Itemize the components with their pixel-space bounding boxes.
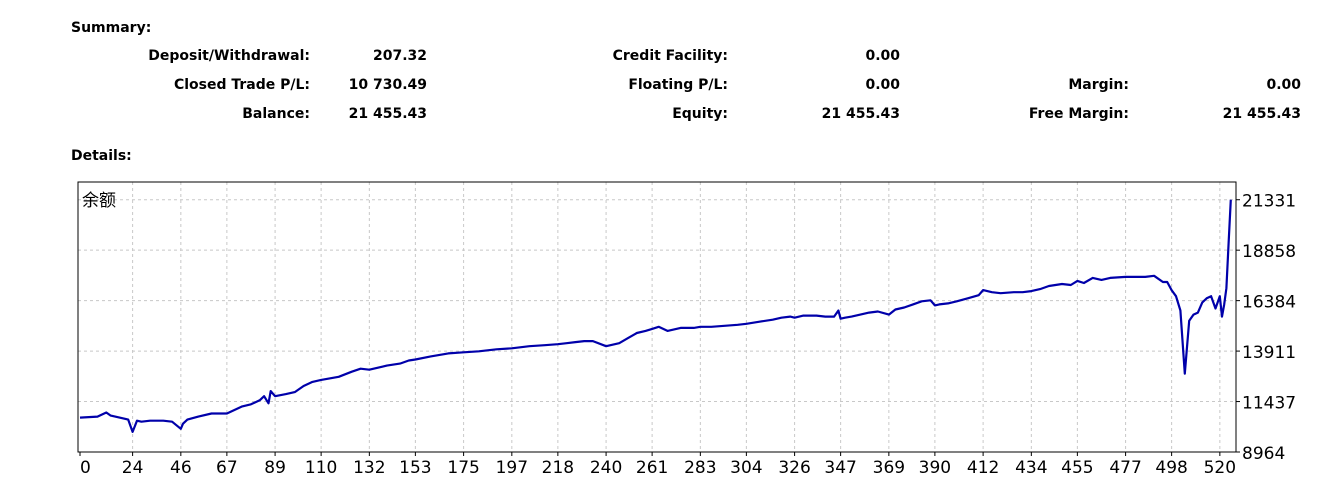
free-margin-value: 21 455.43 xyxy=(1222,106,1301,122)
y-tick-label: 16384 xyxy=(1242,293,1296,313)
x-tick-label: 46 xyxy=(170,458,192,478)
x-tick-label: 24 xyxy=(122,458,144,478)
x-tick-label: 153 xyxy=(399,458,431,478)
credit-facility-value: 0.00 xyxy=(865,48,900,64)
x-tick-label: 283 xyxy=(684,458,716,478)
deposit-withdrawal-value: 207.32 xyxy=(372,48,427,64)
x-tick-label: 390 xyxy=(919,458,951,478)
x-tick-label: 412 xyxy=(967,458,999,478)
balance-value: 21 455.43 xyxy=(348,106,427,122)
margin-value: 0.00 xyxy=(1266,77,1301,93)
x-tick-label: 304 xyxy=(730,458,762,478)
x-tick-label: 197 xyxy=(496,458,528,478)
x-tick-label: 498 xyxy=(1155,458,1187,478)
floating-pl-value: 0.00 xyxy=(865,77,900,93)
balance-label: Balance: xyxy=(242,106,310,122)
x-tick-label: 455 xyxy=(1061,458,1093,478)
margin-label: Margin: xyxy=(1068,77,1129,93)
balance-series-line xyxy=(79,199,1232,433)
y-tick-label: 11437 xyxy=(1242,394,1296,414)
details-title: Details: xyxy=(71,148,132,164)
y-tick-label: 13911 xyxy=(1242,343,1296,363)
free-margin-label: Free Margin: xyxy=(1028,106,1129,122)
summary-title: Summary: xyxy=(71,20,152,36)
y-tick-label: 21331 xyxy=(1242,192,1296,212)
floating-pl-label: Floating P/L: xyxy=(628,77,728,93)
equity-label: Equity: xyxy=(672,106,728,122)
x-tick-label: 132 xyxy=(353,458,385,478)
x-tick-label: 89 xyxy=(264,458,286,478)
equity-value: 21 455.43 xyxy=(821,106,900,122)
grid-lines xyxy=(78,182,1236,452)
y-tick-label: 8964 xyxy=(1242,444,1285,464)
x-tick-label: 326 xyxy=(778,458,810,478)
x-tick-label: 369 xyxy=(873,458,905,478)
y-axis: 8964 11437 13911 16384 18858 21331 xyxy=(1236,192,1296,464)
x-tick-label: 261 xyxy=(636,458,668,478)
y-tick-label: 18858 xyxy=(1242,242,1296,262)
x-axis: 0 24 46 67 89 110 132 153 175 197 218 240 261 283 304 3… xyxy=(79,452,1236,478)
deposit-withdrawal-label: Deposit/Withdrawal: xyxy=(148,48,310,64)
x-tick-label: 0 xyxy=(80,458,91,478)
credit-facility-label: Credit Facility: xyxy=(612,48,728,64)
x-tick-label: 477 xyxy=(1109,458,1141,478)
x-tick-label: 67 xyxy=(216,458,238,478)
x-tick-label: 240 xyxy=(590,458,622,478)
x-tick-label: 218 xyxy=(542,458,574,478)
closed-trade-pl-label: Closed Trade P/L: xyxy=(173,77,310,93)
closed-trade-pl-value: 10 730.49 xyxy=(348,77,427,93)
x-tick-label: 520 xyxy=(1204,458,1236,478)
x-tick-label: 175 xyxy=(447,458,479,478)
x-tick-label: 110 xyxy=(305,458,337,478)
x-tick-label: 347 xyxy=(824,458,856,478)
plot-frame xyxy=(77,181,1237,453)
x-tick-label: 434 xyxy=(1015,458,1047,478)
chart-title: 余额 xyxy=(82,191,116,211)
